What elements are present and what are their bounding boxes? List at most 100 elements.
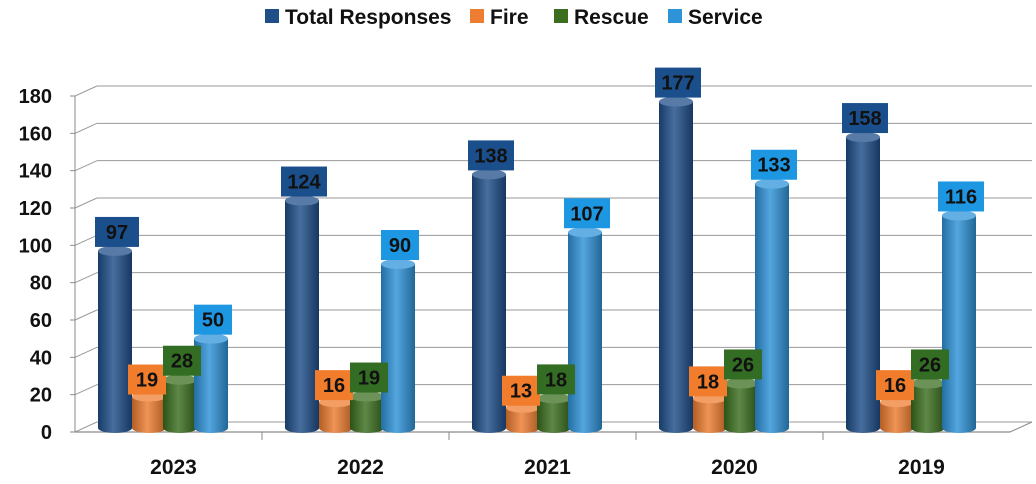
data-label-text: 19 bbox=[358, 368, 380, 390]
y-tick-label: 20 bbox=[30, 385, 52, 407]
data-label-text: 16 bbox=[884, 375, 906, 397]
data-label: 90 bbox=[381, 230, 419, 260]
bar bbox=[755, 178, 789, 433]
bar-top bbox=[537, 393, 571, 404]
data-label: 116 bbox=[938, 181, 984, 212]
bar bbox=[846, 132, 880, 434]
data-label-text: 50 bbox=[202, 310, 224, 332]
bar-body bbox=[880, 402, 914, 433]
data-label-box bbox=[128, 364, 166, 395]
bar-top bbox=[350, 391, 384, 402]
gridline-depth bbox=[74, 421, 98, 433]
data-label-text: 97 bbox=[106, 222, 128, 244]
data-label-box bbox=[564, 198, 610, 229]
data-label-box bbox=[537, 364, 575, 395]
bar-top bbox=[381, 259, 415, 269]
bar-top bbox=[724, 378, 758, 389]
bar-body bbox=[911, 383, 945, 433]
bar bbox=[285, 195, 319, 433]
data-label: 158 bbox=[842, 103, 888, 134]
y-tick-label: 140 bbox=[19, 161, 52, 183]
data-label-text: 19 bbox=[136, 370, 158, 392]
data-label-layer: 97 19 28 50 124 16 19 90 138 13 18 107 177 18 26 133 158… bbox=[95, 67, 984, 406]
data-label: 19 bbox=[350, 362, 388, 393]
bar bbox=[537, 393, 571, 433]
data-label-box bbox=[381, 230, 419, 260]
gridline-depth bbox=[74, 384, 98, 396]
bar-body bbox=[163, 379, 197, 433]
bar-body bbox=[472, 174, 506, 433]
data-label-box bbox=[842, 103, 888, 134]
data-label-text: 13 bbox=[510, 381, 532, 403]
bar-body bbox=[693, 398, 727, 433]
bar-top bbox=[285, 195, 319, 206]
data-label: 97 bbox=[95, 216, 139, 247]
bar bbox=[319, 397, 353, 433]
gridline-depth bbox=[74, 346, 98, 358]
y-tick-label: 40 bbox=[30, 347, 52, 369]
data-label-box bbox=[281, 166, 327, 197]
bar-top bbox=[755, 178, 789, 189]
bar-body bbox=[568, 232, 602, 433]
data-label: 13 bbox=[502, 375, 540, 406]
data-label: 18 bbox=[689, 366, 727, 397]
data-label-text: 107 bbox=[570, 203, 603, 225]
data-label-text: 116 bbox=[945, 186, 977, 208]
data-label: 124 bbox=[281, 166, 327, 197]
bar-body bbox=[724, 383, 758, 433]
x-category-label: 2020 bbox=[711, 456, 758, 479]
data-label: 133 bbox=[751, 149, 797, 180]
y-tick-label: 60 bbox=[30, 310, 52, 332]
data-label-text: 26 bbox=[732, 354, 754, 376]
data-label: 50 bbox=[194, 304, 232, 335]
data-label-box bbox=[95, 216, 139, 247]
data-label-text: 90 bbox=[389, 235, 411, 257]
legend-label: Fire bbox=[490, 6, 529, 29]
bar bbox=[194, 333, 228, 433]
data-label-text: 28 bbox=[171, 351, 193, 373]
data-label-text: 177 bbox=[661, 73, 694, 95]
bar-top bbox=[163, 374, 197, 385]
data-label-box bbox=[350, 362, 388, 393]
data-label: 138 bbox=[468, 140, 514, 171]
legend-item: Rescue bbox=[554, 6, 649, 29]
data-label: 19 bbox=[128, 364, 166, 395]
bar-top bbox=[568, 227, 602, 238]
bar-body bbox=[846, 137, 880, 434]
bar-body bbox=[659, 101, 693, 433]
legend-swatch bbox=[668, 9, 682, 23]
bar-body bbox=[350, 396, 384, 433]
legend-swatch bbox=[265, 9, 279, 23]
x-category-label: 2023 bbox=[150, 456, 197, 479]
data-label-box bbox=[938, 181, 984, 212]
bar bbox=[132, 391, 166, 433]
data-label-box bbox=[468, 140, 514, 171]
y-tick-label: 120 bbox=[19, 198, 52, 220]
data-label-box bbox=[751, 149, 797, 180]
y-tick-label: 0 bbox=[41, 422, 52, 444]
data-label-box bbox=[655, 67, 701, 98]
bar-body bbox=[537, 398, 571, 433]
gridline-depth bbox=[74, 85, 98, 97]
legend-item: Total Responses bbox=[265, 6, 451, 29]
legend-label: Service bbox=[688, 6, 763, 29]
data-label-text: 18 bbox=[697, 371, 719, 393]
bar-body bbox=[98, 250, 132, 433]
gridline-depth bbox=[74, 234, 98, 246]
data-label-box bbox=[689, 366, 727, 397]
bar-body bbox=[319, 402, 353, 433]
legend: Total Responses Fire Rescue Service bbox=[265, 6, 763, 29]
data-label-text: 16 bbox=[323, 375, 345, 397]
bar bbox=[381, 259, 415, 433]
data-label-text: 158 bbox=[848, 108, 881, 130]
y-tick-label: 160 bbox=[19, 123, 52, 145]
legend-label: Rescue bbox=[574, 6, 649, 29]
legend-label: Total Responses bbox=[285, 6, 451, 29]
bar bbox=[568, 227, 602, 433]
y-tick-label: 100 bbox=[19, 235, 52, 257]
data-label-box bbox=[911, 349, 949, 380]
bar-top bbox=[911, 378, 945, 389]
bar bbox=[942, 210, 976, 433]
data-label: 26 bbox=[724, 349, 762, 380]
